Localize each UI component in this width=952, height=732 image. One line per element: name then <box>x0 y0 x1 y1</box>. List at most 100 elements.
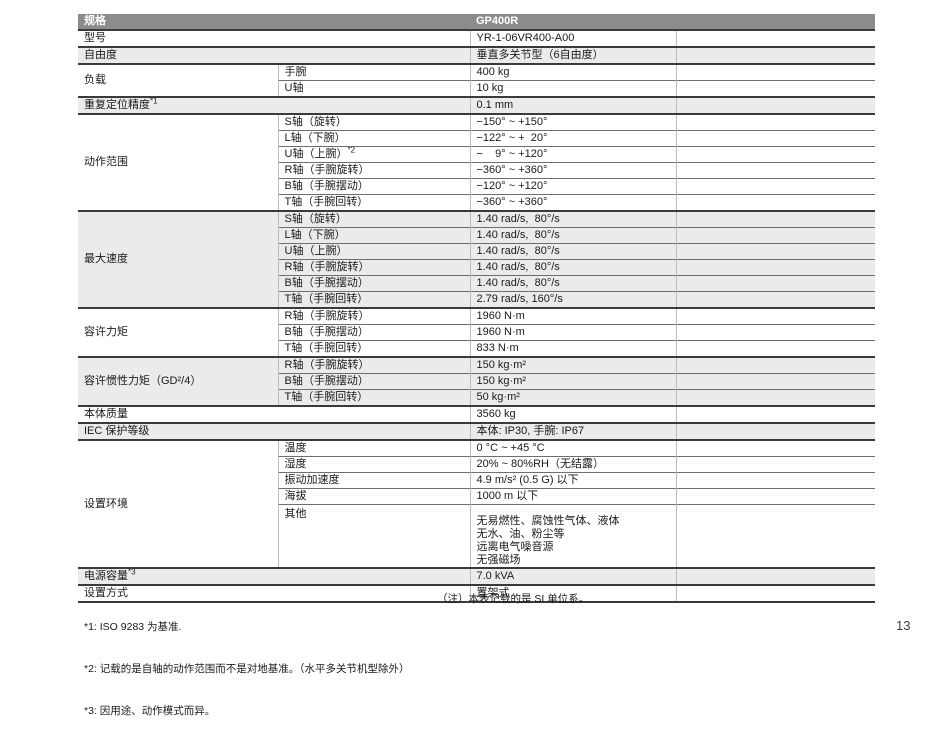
table-row: B轴（手腕摆动） 150 kg·m² <box>78 373 876 390</box>
spec-empty-cell <box>675 113 876 131</box>
table-row: 容许惯性力矩（GD²/4） R轴（手腕旋转） 150 kg·m² <box>78 356 876 406</box>
table-row: L轴（下腕） −122° ~ + 20° <box>78 130 876 147</box>
table-row: 海拔 1000 m 以下 <box>78 488 876 505</box>
spec-sub-label: B轴（手腕摆动） <box>277 324 470 341</box>
footnote-3: *3: 因用途、动作模式而异。 <box>84 705 216 717</box>
spec-row-label: 型号 <box>78 29 470 47</box>
page-number: 13 <box>896 618 911 633</box>
spec-value: 1.40 rad/s, 80°/s <box>469 259 676 276</box>
spec-empty-cell <box>675 178 876 195</box>
spec-value: 50 kg·m² <box>469 389 676 406</box>
footnotes: *1: ISO 9283 为基准. *2: 记载的是自轴的动作范围而不是对地基准… <box>84 592 410 732</box>
table-row: B轴（手腕摆动） −120° ~ +120° <box>78 178 876 195</box>
si-unit-note: （注）本表记载的是 SI 单位系。 <box>437 593 590 605</box>
spec-value: 833 N·m <box>469 340 676 357</box>
table-row: T轴（手腕回转） 833 N·m <box>78 340 876 357</box>
spec-empty-cell <box>675 422 876 440</box>
spec-sub-label: 湿度 <box>277 456 470 473</box>
table-row: R轴（手腕旋转） 1.40 rad/s, 80°/s <box>78 259 876 276</box>
spec-empty-cell <box>675 373 876 390</box>
spec-empty-cell <box>675 389 876 406</box>
table-row: U轴（上腕） 1.40 rad/s, 80°/s <box>78 243 876 260</box>
spec-row-label: 负载 <box>78 63 278 97</box>
spec-value: 20% ~ 80%RH（无结露） <box>469 456 676 473</box>
spec-value: 3560 kg <box>469 405 676 423</box>
spec-sub-label: R轴（手腕旋转） <box>277 356 470 374</box>
spec-row-label: 设置方式 <box>78 584 470 603</box>
table-row: IEC 保护等级 本体: IP30, 手腕: IP67 <box>78 422 876 440</box>
table-row: 湿度 20% ~ 80%RH（无结露） <box>78 456 876 473</box>
spec-sub-label: R轴（手腕旋转） <box>277 307 470 325</box>
spec-header-model: GP400R <box>470 14 876 31</box>
spec-sub-label: U轴（上腕）*2 <box>277 146 470 163</box>
spec-sub-label: S轴（旋转） <box>277 113 470 131</box>
spec-sub-label: U轴 <box>277 80 470 97</box>
spec-value: 无易燃性、腐蚀性气体、液体 无水、油、粉尘等 远离电气噪音源 无强磁场 <box>469 504 676 568</box>
spec-value: −122° ~ + 20° <box>469 130 676 147</box>
spec-value: 4.9 m/s² (0.5 G) 以下 <box>469 472 676 489</box>
table-row: 自由度 垂直多关节型（6自由度） <box>78 46 876 64</box>
spec-value: 150 kg·m² <box>469 373 676 390</box>
spec-empty-cell <box>675 504 876 568</box>
spec-empty-cell <box>675 130 876 147</box>
spec-sub-label: T轴（手腕回转） <box>277 291 470 308</box>
spec-header-row: 规格 GP400R <box>78 14 876 31</box>
spec-empty-cell <box>675 324 876 341</box>
table-row: U轴 10 kg <box>78 80 876 97</box>
table-row: 设置方式 置架式 <box>78 584 876 603</box>
spec-empty-cell <box>675 488 876 505</box>
spec-empty-cell <box>675 340 876 357</box>
spec-sub-label: 温度 <box>277 439 470 457</box>
spec-value: −150° ~ +150° <box>469 113 676 131</box>
spec-value: 本体: IP30, 手腕: IP67 <box>469 422 676 440</box>
table-row: B轴（手腕摆动） 1960 N·m <box>78 324 876 341</box>
spec-empty-cell <box>675 80 876 97</box>
spec-empty-cell <box>675 46 876 64</box>
table-row: R轴（手腕旋转） −360° ~ +360° <box>78 162 876 179</box>
spec-sub-label: 振动加速度 <box>277 472 470 489</box>
spec-header-title: 规格 <box>78 14 470 31</box>
table-row: 负载 手腕 400 kg <box>78 63 876 97</box>
spec-sub-label: L轴（下腕） <box>277 227 470 244</box>
spec-empty-cell <box>675 227 876 244</box>
spec-value: 150 kg·m² <box>469 356 676 374</box>
spec-empty-cell <box>675 472 876 489</box>
spec-row-label: 自由度 <box>78 46 470 64</box>
spec-value: 2.79 rad/s, 160°/s <box>469 291 676 308</box>
spec-value: 0 °C ~ +45 °C <box>469 439 676 457</box>
spec-empty-cell <box>675 356 876 374</box>
spec-value: 400 kg <box>469 63 676 81</box>
spec-value: 1000 m 以下 <box>469 488 676 505</box>
table-row: T轴（手腕回转） 50 kg·m² <box>78 389 876 406</box>
spec-empty-cell <box>675 439 876 457</box>
spec-empty-cell <box>675 162 876 179</box>
table-row: L轴（下腕） 1.40 rad/s, 80°/s <box>78 227 876 244</box>
spec-empty-cell <box>675 29 876 47</box>
spec-sub-label: B轴（手腕摆动） <box>277 178 470 195</box>
spec-sub-label: T轴（手腕回转） <box>277 194 470 211</box>
spec-empty-cell <box>675 567 876 585</box>
spec-value: 置架式 <box>469 584 676 603</box>
table-row: T轴（手腕回转） 2.79 rad/s, 160°/s <box>78 291 876 308</box>
spec-row-label: 设置环境 <box>78 439 278 568</box>
table-row: 其他 无易燃性、腐蚀性气体、液体 无水、油、粉尘等 远离电气噪音源 无强磁场 <box>78 504 876 568</box>
spec-value: 1.40 rad/s, 80°/s <box>469 275 676 292</box>
spec-row-label: 动作范围 <box>78 113 278 211</box>
spec-value: 7.0 kVA <box>469 567 676 585</box>
spec-value: 1.40 rad/s, 80°/s <box>469 243 676 260</box>
spec-value: YR-1-06VR400-A00 <box>469 29 676 47</box>
spec-row-label: 最大速度 <box>78 210 278 308</box>
spec-table-body: 型号 YR-1-06VR400-A00 自由度 垂直多关节型（6自由度） 负载 手腕 400… <box>78 29 876 603</box>
spec-empty-cell <box>675 291 876 308</box>
table-row: B轴（手腕摆动） 1.40 rad/s, 80°/s <box>78 275 876 292</box>
spec-value: −360° ~ +360° <box>469 162 676 179</box>
spec-empty-cell <box>675 275 876 292</box>
spec-value: −360° ~ +360° <box>469 194 676 211</box>
table-row: T轴（手腕回转） −360° ~ +360° <box>78 194 876 211</box>
spec-sub-label: S轴（旋转） <box>277 210 470 228</box>
spec-row-label: 电源容量*3 <box>78 567 470 585</box>
spec-empty-cell <box>675 210 876 228</box>
spec-sub-label: B轴（手腕摆动） <box>277 275 470 292</box>
table-row: 振动加速度 4.9 m/s² (0.5 G) 以下 <box>78 472 876 489</box>
footnote-1: *1: ISO 9283 为基准. <box>84 621 182 633</box>
